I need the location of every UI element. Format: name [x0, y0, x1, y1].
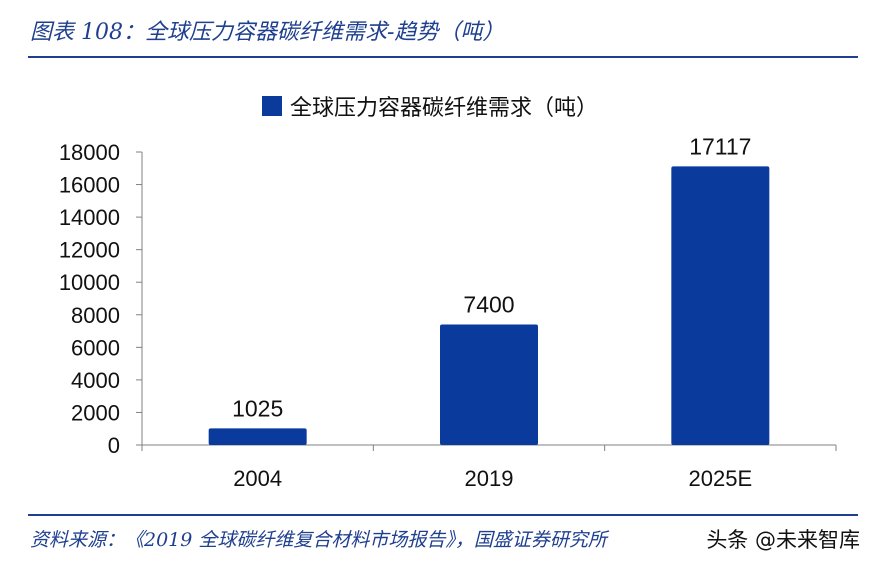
caption-rule — [28, 56, 858, 58]
y-tick-label: 4000 — [71, 368, 120, 393]
legend-label: 全球压力容器碳纤维需求（吨） — [290, 96, 599, 121]
bar-chart: 0 2000 4000 6000 8000 10000 12000 14000 16000 180… — [59, 133, 837, 491]
watermark-text: 头条 @未来智库 — [706, 528, 860, 552]
y-tick-label: 14000 — [59, 205, 120, 230]
source-rule — [28, 514, 858, 516]
y-tick-label: 0 — [108, 433, 120, 458]
data-label: 17117 — [689, 133, 751, 159]
y-tick-label: 16000 — [59, 173, 120, 198]
bar — [440, 324, 538, 445]
y-tick-label: 12000 — [59, 238, 120, 263]
data-label: 7400 — [463, 292, 514, 318]
y-tick-label: 8000 — [71, 303, 120, 328]
data-label: 1025 — [232, 395, 283, 421]
legend-swatch — [262, 96, 282, 116]
bar — [208, 428, 307, 445]
bar — [671, 166, 770, 445]
watermark: 头条 @未来智库 — [706, 524, 860, 554]
x-category-label: 2019 — [465, 466, 514, 491]
figure-caption: 图表 108：全球压力容器碳纤维需求-趋势（吨） — [30, 20, 505, 45]
source-note: 资料来源：《2019 全球碳纤维复合材料市场报告》，国盛证券研究所 — [30, 529, 607, 551]
y-tick-label: 18000 — [59, 140, 120, 165]
x-category-label: 2004 — [233, 466, 282, 491]
x-category-label: 2025E — [689, 466, 753, 491]
y-tick-label: 6000 — [71, 335, 120, 360]
chart-legend: 全球压力容器碳纤维需求（吨） — [262, 90, 598, 122]
y-tick-label: 2000 — [71, 400, 120, 425]
y-tick-label: 10000 — [59, 270, 120, 295]
